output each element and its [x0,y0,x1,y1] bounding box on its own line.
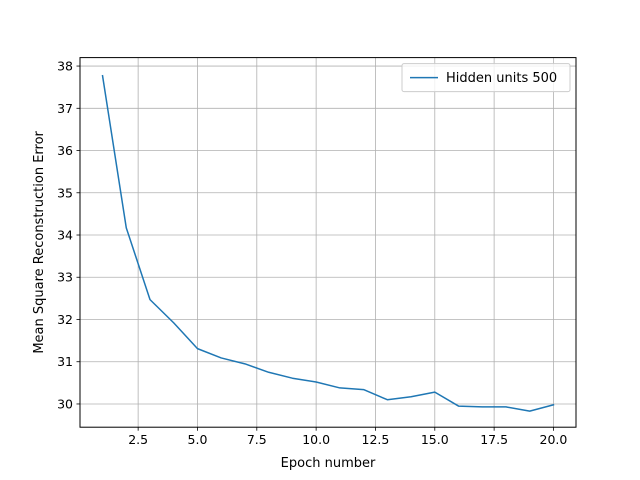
grid [80,57,576,428]
plot-frame [79,57,577,428]
y-tick-label: 35 [57,185,73,200]
y-tick-label: 30 [57,396,73,411]
x-tick-label: 12.5 [362,432,390,447]
x-tick-label: 5.0 [188,432,208,447]
x-axis-ticks: 2.5 5.0 7.5 10.0 12.5 15.0 17.5 20.0 [128,427,567,447]
legend-entry-label: Hidden units 500 [446,71,557,86]
x-tick-label: 17.5 [480,432,508,447]
x-tick-label: 7.5 [247,432,267,447]
y-axis-ticks: 30 31 32 33 34 35 36 37 38 [57,59,80,411]
series-line [101,74,555,412]
x-tick-label: 20.0 [540,432,568,447]
y-axis-label: Mean Square Reconstruction Error [32,130,47,353]
x-tick-label: 2.5 [128,432,148,447]
y-tick-label: 33 [57,270,73,285]
legend: Hidden units 500 [401,63,571,93]
y-tick-label: 37 [57,101,73,116]
y-tick-label: 34 [57,228,73,243]
x-tick-label: 10.0 [302,432,330,447]
y-tick-label: 31 [57,354,73,369]
x-tick-label: 15.0 [421,432,449,447]
x-axis-label: Epoch number [281,456,376,471]
series-layer [101,74,555,412]
y-tick-label: 36 [57,143,73,158]
legend-box [401,63,571,93]
y-tick-label: 38 [57,59,73,74]
y-tick-label: 32 [57,312,73,327]
